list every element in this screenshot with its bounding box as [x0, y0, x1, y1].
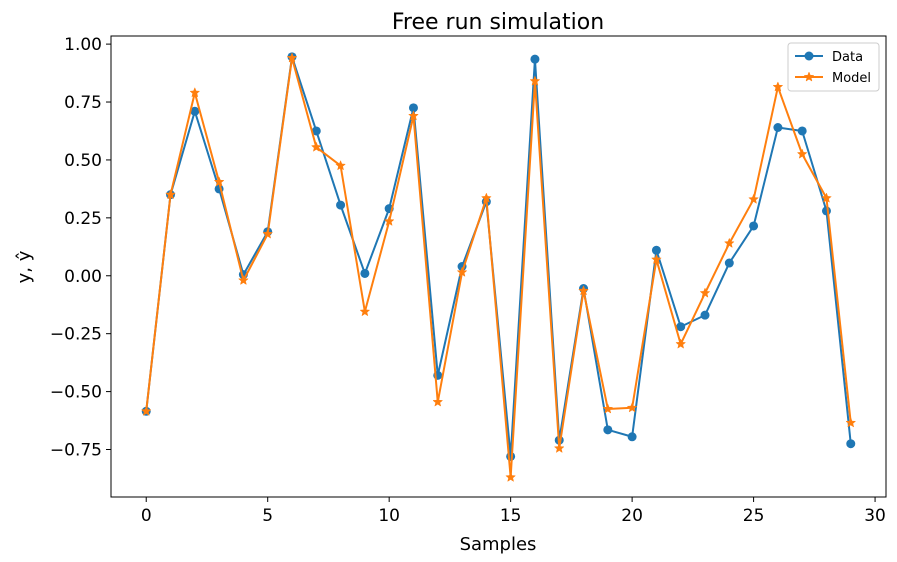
- chart-title: Free run simulation: [392, 10, 604, 35]
- plot-frame: [110, 35, 887, 498]
- data-point-model: [748, 193, 759, 204]
- plot-area: 0 5 10 15 20 25 30 −0.75 −0.50 −0.25 0.00 0.25 0.50 0…: [50, 35, 887, 526]
- x-axis-label: Samples: [460, 534, 537, 555]
- data-point-model: [723, 237, 735, 248]
- x-tick-label: 10: [378, 506, 400, 526]
- data-point-data: [311, 126, 321, 136]
- data-point-model: [189, 87, 201, 98]
- data-point-data: [676, 322, 686, 332]
- x-tick-label: 25: [743, 506, 765, 526]
- y-tick-label: −0.50: [50, 383, 102, 403]
- y-tick-label: 0.25: [64, 209, 102, 229]
- data-point-model: [578, 285, 589, 296]
- series-line-data: [145, 55, 852, 458]
- legend-marker-model: [803, 71, 815, 82]
- data-point-data: [797, 126, 807, 136]
- data-point-model: [286, 52, 298, 63]
- data-point-data: [846, 439, 856, 449]
- data-point-model: [699, 287, 711, 298]
- data-point-model: [505, 471, 517, 482]
- legend-label-data: Data: [832, 50, 863, 65]
- data-point-model: [335, 160, 346, 171]
- data-point-model: [602, 403, 614, 414]
- data-point-model: [456, 266, 468, 277]
- data-point-model: [553, 442, 565, 453]
- y-tick-label: 0.75: [64, 93, 102, 113]
- y-tick-label: 0.50: [64, 151, 102, 171]
- data-point-data: [408, 103, 418, 113]
- data-point-model: [626, 402, 638, 413]
- data-point-data: [190, 106, 200, 116]
- legend-marker-data: [804, 51, 814, 61]
- data-point-model: [140, 405, 152, 416]
- x-tick-label: 20: [621, 506, 643, 526]
- series-line-model: [145, 57, 852, 479]
- x-tick-label: 0: [141, 506, 152, 526]
- data-point-model: [359, 305, 371, 317]
- y-tick-label: −0.75: [50, 441, 102, 461]
- data-point-model: [772, 81, 784, 92]
- data-point-data: [336, 200, 346, 210]
- data-point-model: [262, 228, 274, 239]
- data-point-data: [627, 432, 637, 442]
- data-point-model: [796, 148, 808, 159]
- data-point-model: [651, 253, 662, 265]
- x-tick-label: 30: [864, 506, 886, 526]
- data-point-data: [651, 245, 661, 255]
- data-point-data: [360, 268, 370, 278]
- y-tick-label: 0.00: [64, 267, 102, 287]
- data-point-model: [383, 215, 395, 226]
- data-point-model: [821, 192, 832, 203]
- x-tick-label: 5: [262, 506, 273, 526]
- series-model: [140, 52, 857, 482]
- x-tick-label: 15: [500, 506, 522, 526]
- legend: Data Model: [787, 42, 880, 92]
- y-tick-label: 1.00: [64, 35, 102, 55]
- data-point-model: [480, 192, 492, 203]
- data-point-model: [675, 338, 687, 349]
- data-point-data: [773, 123, 783, 133]
- data-point-data: [749, 221, 759, 231]
- data-point-data: [530, 54, 540, 64]
- data-point-data: [603, 425, 613, 435]
- data-point-model: [408, 110, 419, 121]
- y-axis-label: y, ŷ: [14, 250, 35, 283]
- data-point-data: [700, 310, 710, 320]
- data-point-model: [310, 141, 322, 152]
- data-point-model: [165, 189, 176, 200]
- data-point-data: [821, 206, 831, 216]
- data-point-model: [529, 75, 541, 86]
- y-tick-label: −0.25: [50, 325, 102, 345]
- data-point-data: [506, 451, 516, 461]
- data-point-model: [432, 396, 444, 407]
- data-point-model: [845, 417, 857, 428]
- legend-label-model: Model: [832, 71, 871, 86]
- data-point-data: [724, 258, 734, 268]
- data-point-model: [238, 274, 249, 285]
- series-data: [141, 52, 856, 461]
- data-point-model: [213, 176, 225, 187]
